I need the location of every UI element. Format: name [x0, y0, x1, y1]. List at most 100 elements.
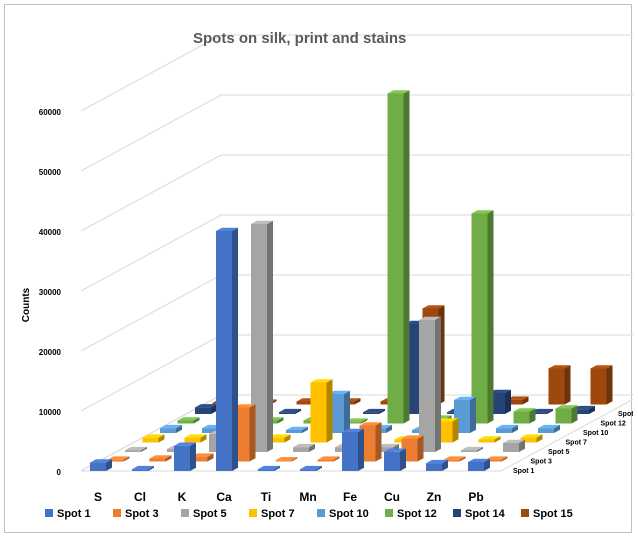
- bar-front: [125, 450, 141, 452]
- bar-front: [548, 368, 565, 405]
- legend-swatch: [45, 509, 53, 517]
- bar-side: [148, 465, 154, 471]
- bar-front: [506, 399, 523, 405]
- x-tick-label: Ti: [261, 490, 271, 504]
- bar: [419, 316, 441, 452]
- bar-side: [232, 227, 238, 471]
- x-tick-label: K: [178, 490, 187, 504]
- depth-label: Spot 14: [618, 411, 633, 418]
- legend-label: Spot 7: [261, 508, 295, 520]
- bar-side: [211, 404, 217, 414]
- bar-top: [454, 396, 476, 400]
- bar-side: [417, 435, 424, 462]
- bar-side: [354, 398, 361, 405]
- bar-side: [106, 459, 112, 471]
- x-tick-label: Fe: [343, 490, 357, 504]
- bar-top: [184, 434, 207, 438]
- bar-side: [123, 456, 130, 462]
- bar-top: [345, 418, 368, 422]
- bar-top: [363, 408, 385, 413]
- bar: [496, 424, 518, 433]
- bar-top: [317, 456, 340, 460]
- legend-label: Spot 15: [533, 508, 573, 520]
- bar-side: [267, 220, 273, 452]
- bar-top: [377, 443, 399, 448]
- bar-side: [361, 418, 368, 424]
- bar-front: [485, 459, 502, 462]
- bar: [216, 227, 238, 471]
- bar-front: [275, 460, 292, 462]
- legend-label: Spot 3: [125, 508, 159, 520]
- bar-front: [419, 320, 435, 452]
- legend-item: Spot 3: [113, 508, 159, 520]
- bar-side: [302, 426, 308, 433]
- bar-side: [249, 404, 256, 462]
- bar-front: [195, 407, 211, 414]
- bar-side: [141, 446, 147, 452]
- bar-side: [165, 455, 172, 462]
- bar: [191, 453, 214, 462]
- bar-front: [268, 437, 285, 443]
- bar-front: [258, 469, 274, 471]
- x-tick-label: Ca: [216, 490, 232, 504]
- bar: [177, 417, 200, 424]
- bar-top: [191, 453, 214, 457]
- legend-label: Spot 10: [329, 508, 369, 520]
- bar-side: [442, 459, 448, 471]
- bar: [132, 465, 154, 471]
- bar-side: [200, 434, 207, 443]
- bar-front: [555, 408, 572, 424]
- bar: [503, 439, 525, 452]
- bar-side: [564, 365, 571, 405]
- bar-top: [300, 465, 322, 470]
- bar-top: [132, 465, 154, 470]
- y-tick-label: 50000: [39, 168, 62, 177]
- bar-front: [345, 421, 362, 424]
- bar-side: [512, 424, 518, 433]
- bar-front: [363, 412, 379, 414]
- bar-side: [309, 443, 315, 452]
- bar-top: [531, 408, 553, 413]
- legend-label: Spot 5: [193, 508, 227, 520]
- bar-front: [184, 437, 201, 443]
- bar-side: [536, 434, 543, 443]
- gridline: [80, 274, 638, 352]
- bar-side: [554, 424, 560, 433]
- bar-front: [216, 231, 232, 471]
- bar-side: [207, 453, 214, 462]
- bar: [468, 458, 490, 471]
- bar: [538, 424, 560, 433]
- bar-side: [291, 457, 298, 462]
- bar-side: [589, 405, 595, 414]
- bar: [310, 379, 333, 443]
- bar-front: [342, 432, 358, 471]
- y-tick-label: 0: [57, 468, 62, 477]
- bar: [443, 456, 466, 462]
- bar-front: [443, 459, 460, 462]
- bar-front: [251, 224, 267, 452]
- gridline: [80, 154, 638, 232]
- legend: Spot 1 Spot 3 Spot 5 Spot 7 Spot 10 Spot 12 Sp…: [45, 508, 573, 520]
- bar-top: [555, 405, 578, 409]
- bars: [90, 90, 613, 471]
- bar: [573, 405, 595, 414]
- bar-side: [326, 379, 333, 443]
- gridline: [80, 34, 638, 112]
- bar-top: [384, 448, 406, 452]
- bar-top: [590, 365, 613, 369]
- bar-side: [316, 465, 322, 471]
- bar-front: [191, 456, 208, 462]
- bar: [149, 455, 172, 462]
- bar-top: [149, 455, 172, 459]
- bar-front: [107, 459, 124, 462]
- bar: [426, 459, 448, 471]
- bar-front: [279, 412, 295, 414]
- bar-top: [310, 379, 333, 383]
- bar-side: [435, 316, 441, 452]
- bar-top: [233, 404, 256, 408]
- bar-front: [496, 428, 512, 433]
- bar-top: [359, 422, 382, 426]
- bar: [160, 424, 182, 433]
- legend-label: Spot 1: [57, 508, 91, 520]
- bar: [520, 434, 543, 443]
